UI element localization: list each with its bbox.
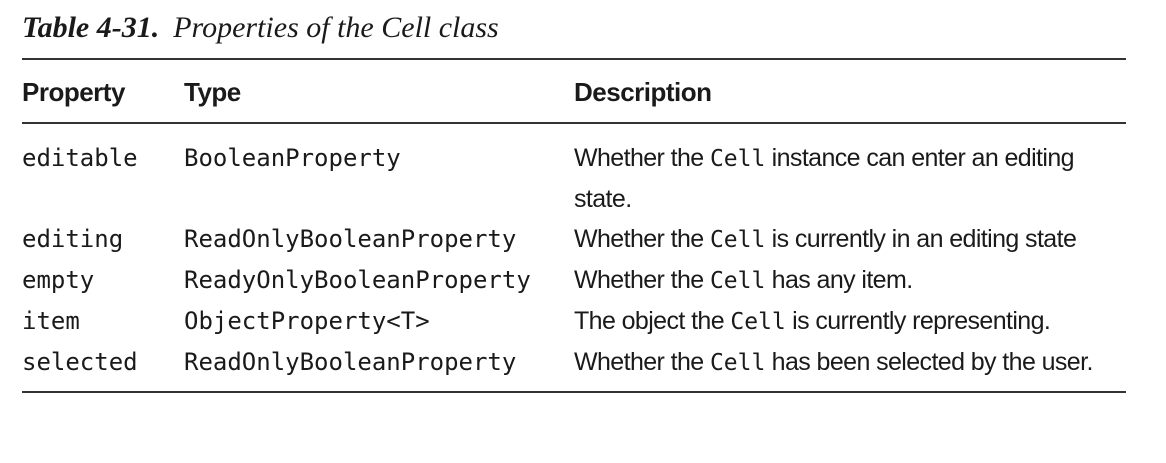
desc-text: The object the <box>574 307 731 335</box>
table-row: item ObjectProperty<T> The object the Ce… <box>22 301 1126 342</box>
table-caption: Table 4-31. Properties of the Cell class <box>22 6 1126 50</box>
table-row: selected ReadOnlyBooleanProperty Whether… <box>22 342 1126 392</box>
desc-text: is currently representing. <box>785 307 1051 335</box>
properties-table: Property Type Description editable Boole… <box>22 58 1126 393</box>
cell-property: item <box>22 307 80 335</box>
table-title: Properties of the Cell class <box>173 11 499 44</box>
desc-text: is currently in an editing state <box>765 225 1077 253</box>
cell-description: The object the Cell is currently represe… <box>574 301 1126 342</box>
table-row: editable BooleanProperty Whether the Cel… <box>22 123 1126 219</box>
cell-property: editing <box>22 225 124 253</box>
table-row: editing ReadOnlyBooleanProperty Whether … <box>22 219 1126 260</box>
cell-description: Whether the Cell is currently in an edit… <box>574 219 1126 260</box>
desc-code: Cell <box>709 350 766 376</box>
desc-code: Cell <box>709 227 766 253</box>
cell-description: Whether the Cell instance can enter an e… <box>574 123 1126 219</box>
table-header-row: Property Type Description <box>22 59 1126 123</box>
desc-text: instance can enter an editing state. <box>574 144 1075 213</box>
desc-code: Cell <box>709 268 766 294</box>
cell-type: BooleanProperty <box>184 144 401 172</box>
cell-description: Whether the Cell has been selected by th… <box>574 342 1126 392</box>
header-type: Type <box>184 77 241 107</box>
header-property: Property <box>22 77 125 107</box>
desc-text: has any item. <box>765 266 913 294</box>
table-row: empty ReadyOnlyBooleanProperty Whether t… <box>22 260 1126 301</box>
cell-type: ReadOnlyBooleanProperty <box>184 348 517 376</box>
header-description: Description <box>574 77 712 107</box>
desc-text: Whether the <box>574 144 710 172</box>
cell-description: Whether the Cell has any item. <box>574 260 1126 301</box>
cell-type: ReadyOnlyBooleanProperty <box>184 266 531 294</box>
table-number: Table 4-31. <box>22 11 160 44</box>
cell-type: ReadOnlyBooleanProperty <box>184 225 517 253</box>
desc-text: has been selected by the user. <box>765 348 1094 376</box>
desc-code: Cell <box>709 146 766 172</box>
desc-text: Whether the <box>574 266 710 294</box>
desc-code: Cell <box>730 309 786 335</box>
cell-property: selected <box>22 348 138 376</box>
cell-property: editable <box>22 144 138 172</box>
cell-property: empty <box>22 266 95 294</box>
cell-type: ObjectProperty<T> <box>184 307 430 335</box>
desc-text: Whether the <box>574 225 710 253</box>
desc-text: Whether the <box>574 348 710 376</box>
